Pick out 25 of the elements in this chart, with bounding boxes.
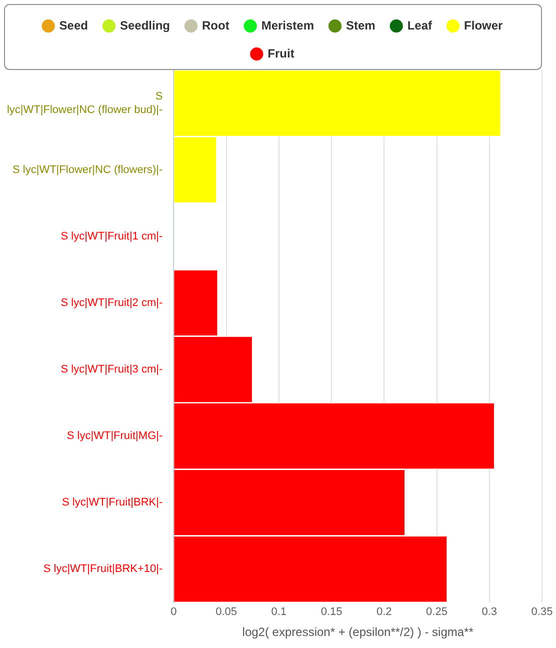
x-tick-label: 0.2 [376,606,392,618]
y-tick-label: S lyc|WT|Fruit|MG|- [66,430,163,442]
x-tick-label: 0.05 [216,606,237,618]
legend-label: Leaf [407,18,434,32]
legend-label: Root [202,18,230,32]
x-axis-title: log2( expression* + (epsilon**/2) ) - sigma** [242,625,474,640]
y-tick-label: S lyc|WT|Fruit|BRK+10|- [43,563,163,576]
x-tick-label: 0 [170,606,177,618]
y-tick-label: S lyc|WT|Fruit|3 cm|- [60,364,163,376]
legend-label: Seed [59,18,88,32]
legend-label: Seedling [120,18,170,32]
x-tick-label: 0.1 [271,606,287,618]
y-tick-label: S lyc|WT|Fruit|1 cm|- [60,230,163,242]
legend-label: Fruit [268,46,294,60]
legend-label: Meristem [261,18,314,32]
y-tick-label: S lyc|WT|Flower|NC (flower bud)|- [6,90,163,116]
y-tick-label: S lyc|WT|Flower|NC (flowers)|- [12,164,163,176]
y-tick-label: S lyc|WT|Fruit|2 cm|- [60,296,163,309]
legend-label: Flower [464,18,504,32]
legend-label: Stem [346,18,376,32]
x-tick-label: 0.15 [320,606,342,618]
x-tick-label: 0.25 [426,606,448,618]
x-tick-label: 0.35 [531,606,553,618]
y-tick-label: S lyc|WT|Fruit|BRK|- [62,496,163,509]
x-tick-label: 0.3 [482,606,498,618]
